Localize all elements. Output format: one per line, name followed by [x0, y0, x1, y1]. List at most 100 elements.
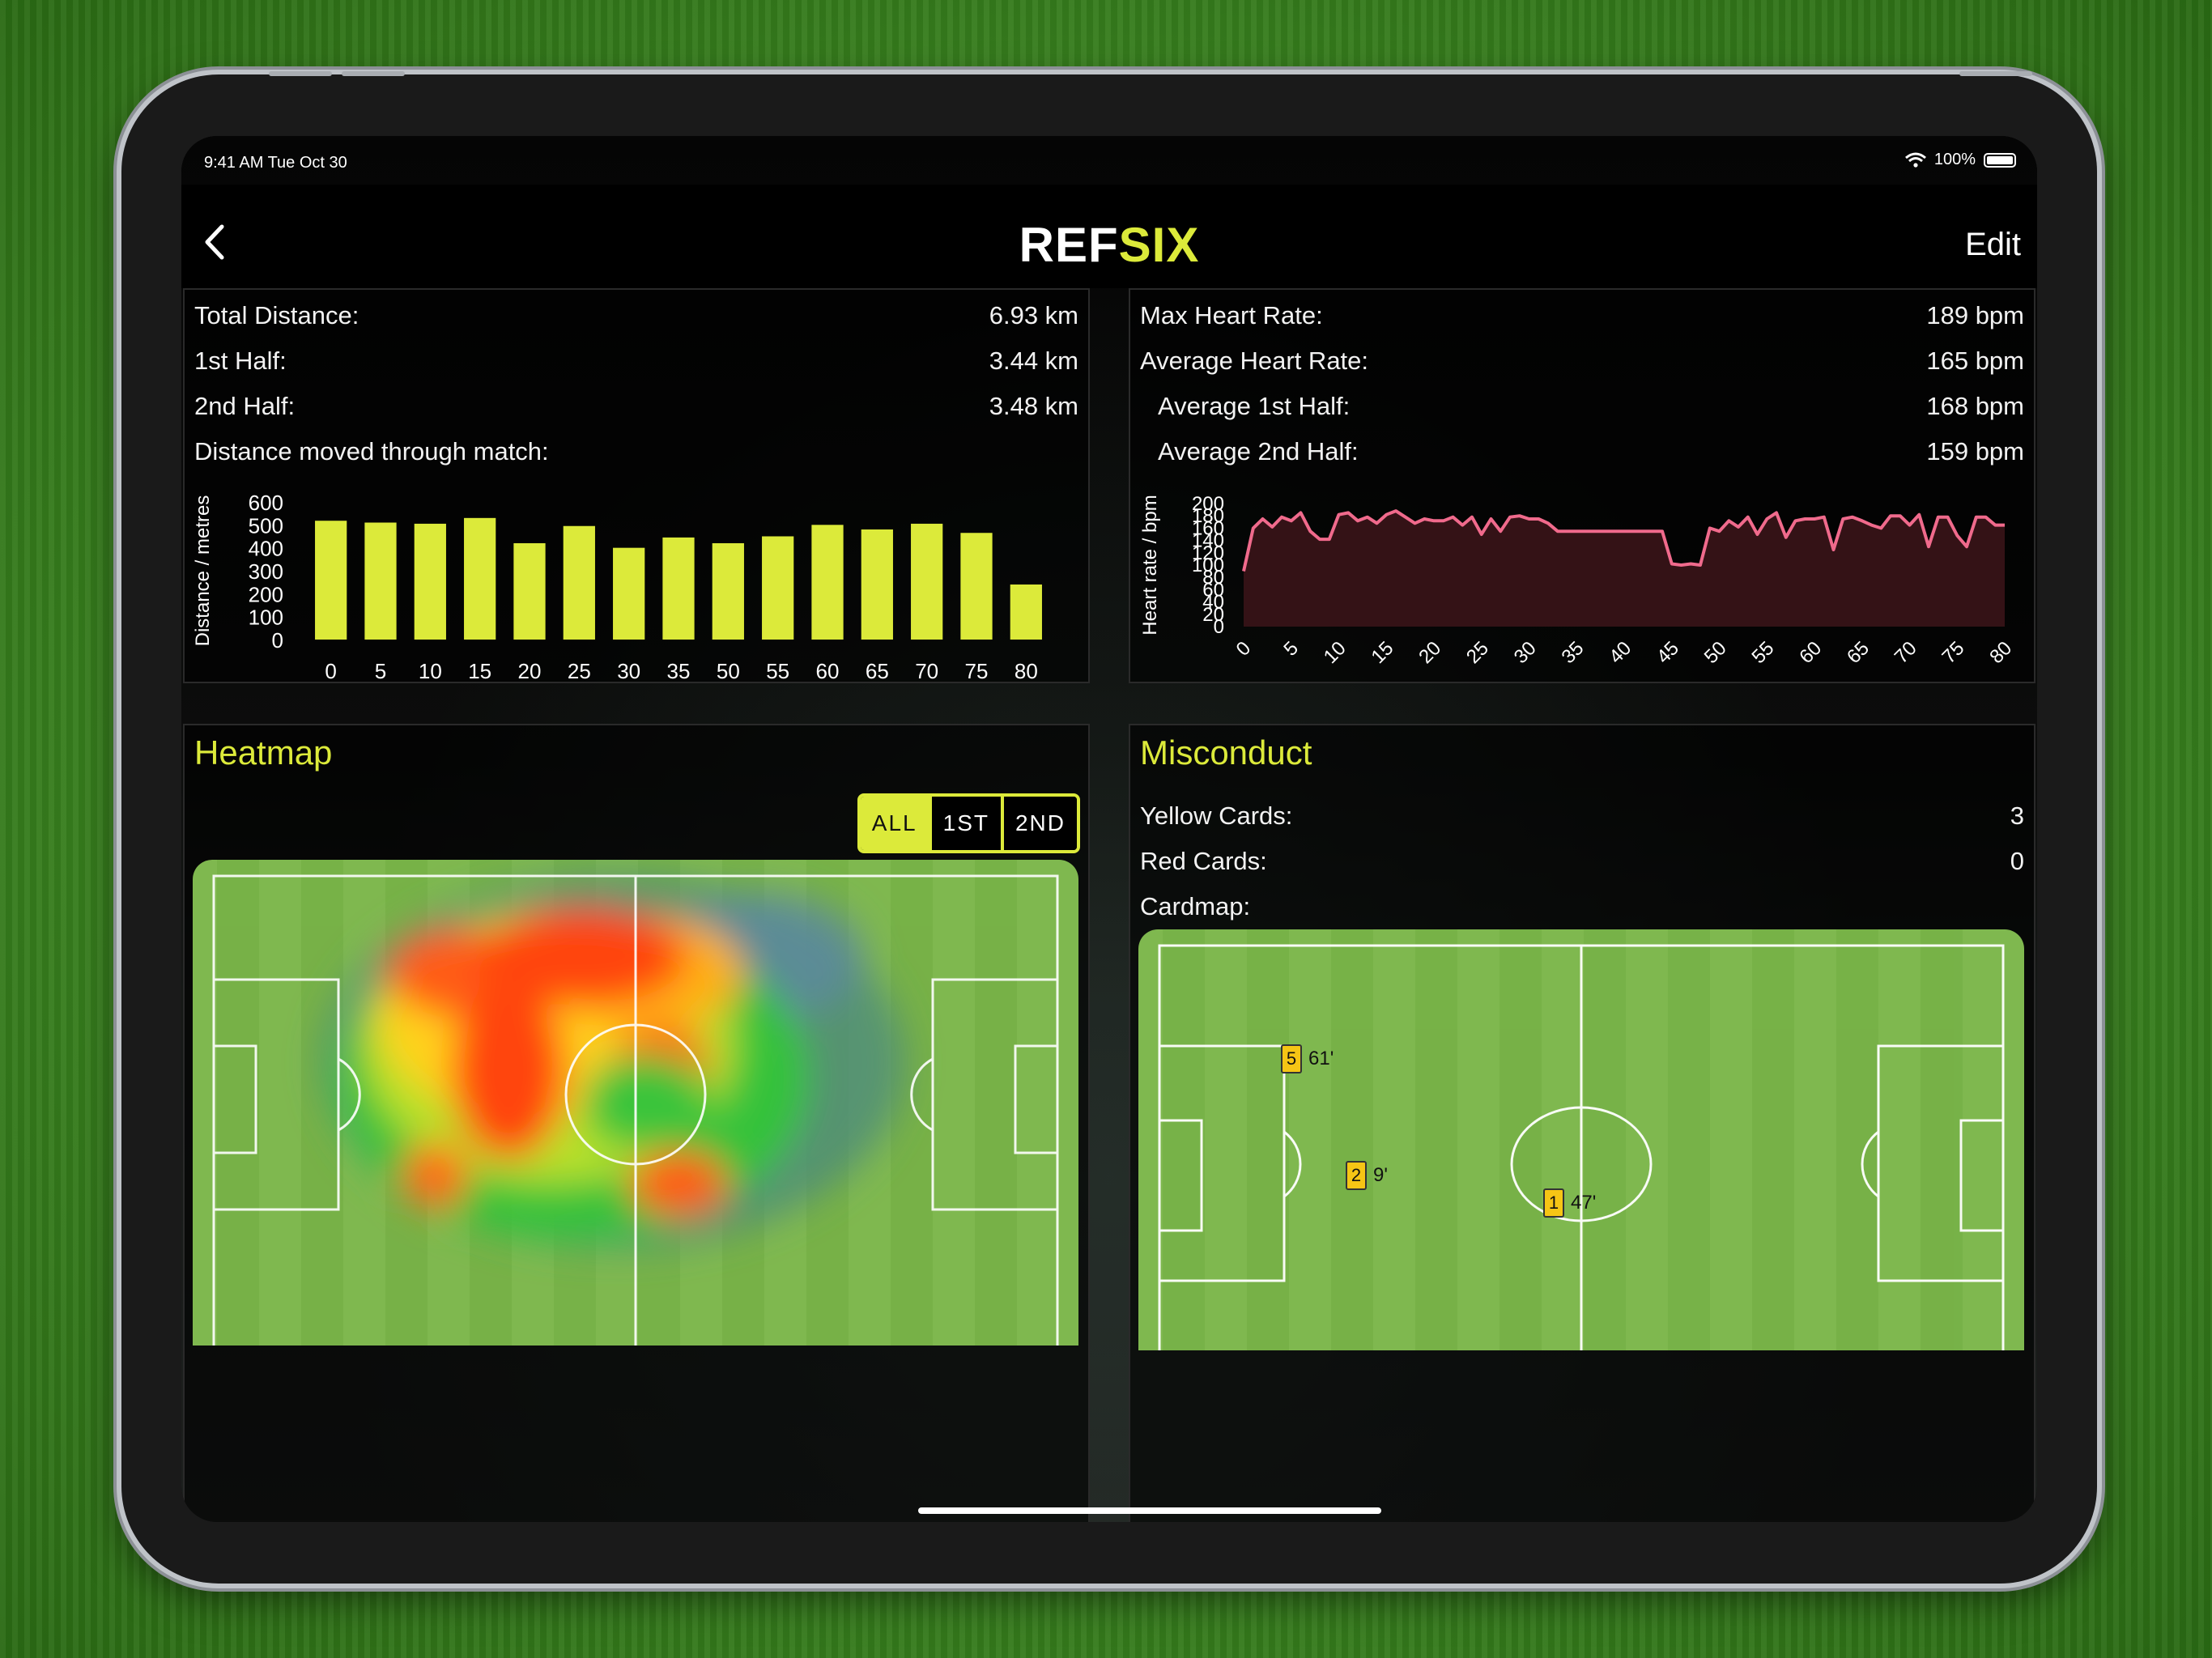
x-tick-label: 70	[915, 659, 938, 680]
stat-value: 3.48 km	[989, 392, 1078, 420]
distance-bar	[911, 523, 943, 640]
stat-row: Cardmap:	[1140, 887, 2024, 928]
heatmap-title: Heatmap	[194, 733, 333, 772]
x-tick-label: 35	[667, 659, 691, 680]
y-tick-label: 0	[1214, 616, 1224, 638]
logo-ref: REF	[1019, 218, 1119, 272]
stat-row: Distance moved through match:	[194, 432, 1078, 473]
y-tick-label: 100	[249, 606, 283, 630]
yellow-card-marker[interactable]: 1 47'	[1543, 1188, 1596, 1218]
stat-value: 168 bpm	[1926, 392, 2024, 420]
tablet-frame: 9:41 AM Tue Oct 30 100% REFSIX Edit	[121, 71, 2097, 1584]
stat-label: Average 1st Half:	[1158, 392, 1351, 420]
x-tick-label: 5	[1279, 637, 1303, 661]
card-minute: 9'	[1373, 1164, 1388, 1186]
x-tick-label: 80	[1015, 659, 1038, 680]
logo-six: SIX	[1118, 218, 1200, 272]
stat-value: 3	[2010, 801, 2024, 830]
wifi-icon	[1904, 152, 1926, 168]
yellow-card-icon: 2	[1346, 1161, 1367, 1190]
card-minute: 61'	[1308, 1048, 1334, 1069]
yellow-card-marker[interactable]: 5 61'	[1281, 1044, 1334, 1073]
distance-bar	[861, 529, 893, 640]
y-tick-label: 500	[249, 513, 283, 538]
battery-icon	[1984, 152, 2016, 168]
x-tick-label: 35	[1558, 637, 1589, 668]
x-tick-label: 50	[717, 659, 740, 680]
distance-bar	[364, 522, 397, 640]
status-bar: 9:41 AM Tue Oct 30 100%	[181, 136, 2037, 185]
cardmap-pitch: 5 61' 2 9' 1 47'	[1138, 929, 2024, 1350]
y-tick-label: 0	[272, 628, 283, 653]
stat-row: Yellow Cards: 3	[1140, 797, 2024, 837]
distance-bar	[315, 521, 347, 640]
stat-value: 189 bpm	[1926, 301, 2024, 329]
distance-bar	[960, 533, 993, 640]
segment-all[interactable]: ALL	[860, 797, 929, 850]
stat-label: Red Cards:	[1140, 847, 1267, 875]
segment-2nd[interactable]: 2ND	[1000, 797, 1077, 850]
home-indicator[interactable]	[918, 1507, 1381, 1514]
x-tick-label: 30	[617, 659, 640, 680]
heatmap-panel: Heatmap ALL 1ST 2ND	[183, 724, 1090, 1522]
distance-bar	[662, 537, 695, 640]
heatmap-pitch	[193, 860, 1078, 1346]
y-tick-label: 180	[1192, 505, 1224, 527]
x-tick-label: 20	[518, 659, 542, 680]
x-tick-label: 65	[866, 659, 889, 680]
stat-row: 2nd Half: 3.48 km	[194, 387, 1078, 427]
stat-row: Average 2nd Half: 159 bpm	[1140, 432, 2024, 473]
distance-bar	[1010, 585, 1042, 640]
segment-1st[interactable]: 1ST	[928, 797, 1001, 850]
x-tick-label: 0	[325, 659, 336, 680]
y-tick-label: 160	[1192, 517, 1224, 539]
distance-bar	[414, 523, 446, 640]
yellow-card-icon: 5	[1281, 1044, 1302, 1073]
stat-value: 0	[2010, 847, 2024, 875]
yellow-card-marker[interactable]: 2 9'	[1346, 1161, 1388, 1190]
chevron-left-icon[interactable]	[196, 222, 236, 262]
x-tick-label: 5	[375, 659, 386, 680]
power-button	[1959, 71, 2032, 76]
stat-row: Average Heart Rate: 165 bpm	[1140, 342, 2024, 382]
distance-bar	[613, 547, 645, 640]
status-indicators: 100%	[1904, 151, 2016, 169]
x-tick-label: 60	[1795, 637, 1826, 668]
stat-label: 2nd Half:	[194, 392, 296, 420]
x-tick-label: 55	[1748, 637, 1779, 668]
x-tick-label: 80	[1985, 637, 2016, 668]
stat-label: Average 2nd Half:	[1158, 437, 1359, 466]
card-number: 5	[1286, 1048, 1297, 1069]
status-time: 9:41 AM Tue Oct 30	[204, 154, 347, 172]
x-tick-label: 70	[1891, 637, 1921, 668]
x-tick-label: 10	[419, 659, 442, 680]
stat-label: Max Heart Rate:	[1140, 301, 1323, 329]
x-tick-label: 15	[468, 659, 491, 680]
stat-row: Average 1st Half: 168 bpm	[1140, 387, 2024, 427]
distance-bar	[563, 525, 595, 640]
volume-button	[269, 71, 332, 76]
half-segmented-control: ALL 1ST 2ND	[857, 793, 1080, 853]
y-tick-label: 300	[249, 559, 283, 584]
y-tick-label: 200	[249, 582, 283, 606]
volume-button	[342, 71, 405, 76]
stat-label: Total Distance:	[194, 301, 359, 329]
stat-row: 1st Half: 3.44 km	[194, 342, 1078, 382]
x-tick-label: 55	[766, 659, 789, 680]
edit-button[interactable]: Edit	[1965, 227, 2021, 262]
stat-label: Average Heart Rate:	[1140, 346, 1369, 375]
distance-bar	[762, 536, 794, 640]
card-number: 1	[1548, 1192, 1559, 1213]
cardmap-graphic	[1138, 929, 2024, 1350]
x-tick-label: 75	[1938, 637, 1969, 668]
heart-rate-line	[1242, 509, 2005, 572]
card-minute: 47'	[1571, 1192, 1597, 1214]
x-tick-label: 15	[1368, 637, 1398, 668]
stat-row: Max Heart Rate: 189 bpm	[1140, 296, 2024, 337]
x-tick-label: 20	[1414, 637, 1445, 668]
battery-percent: 100%	[1933, 151, 1976, 168]
distance-bar	[811, 525, 844, 640]
y-tick-label: 200	[1192, 493, 1224, 515]
x-tick-label: 25	[1462, 637, 1493, 668]
